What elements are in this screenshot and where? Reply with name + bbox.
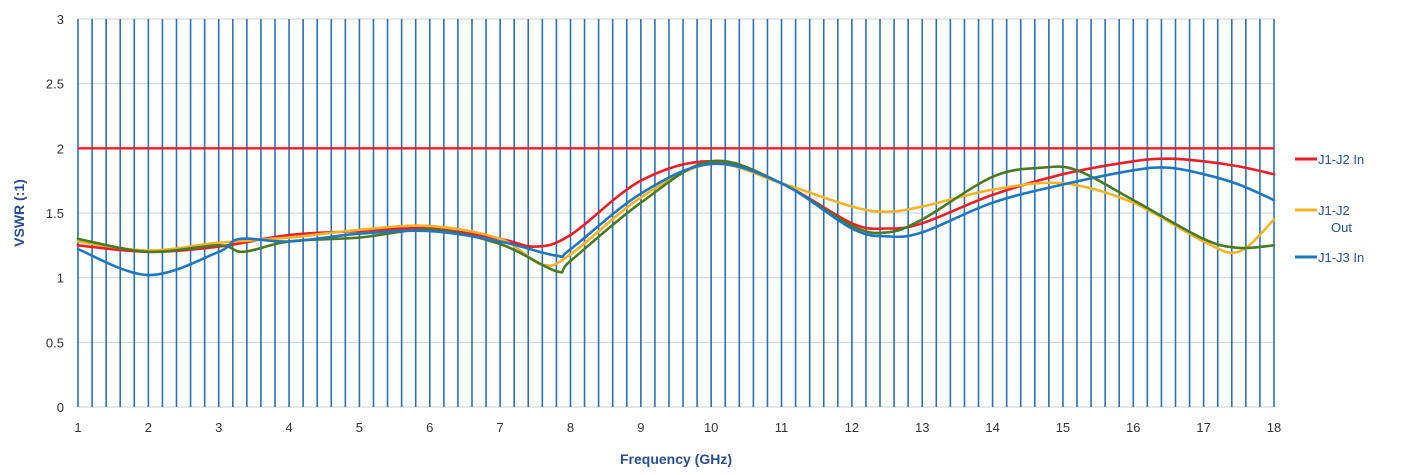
x-tick-16: 17 — [1196, 420, 1210, 435]
y-tick-labels: 0 0.5 1 1.5 2 2.5 3 — [46, 12, 64, 415]
x-tick-2: 3 — [215, 420, 222, 435]
x-tick-13: 14 — [985, 420, 999, 435]
x-tick-10: 11 — [775, 420, 789, 435]
x-tick-labels: 1 2 3 4 5 6 7 8 9 10 11 12 13 14 15 16 17 18 — [74, 420, 1281, 435]
x-tick-4: 5 — [356, 420, 363, 435]
legend-label-1-0: J1-J2 — [1318, 203, 1350, 218]
x-tick-17: 18 — [1267, 420, 1281, 435]
series-line-3 — [76, 162, 1276, 277]
legend: J1-J2 In J1-J2 Out J1-J3 In — [1295, 152, 1364, 265]
x-tick-1: 2 — [145, 420, 152, 435]
x-axis-title: Frequency (GHz) — [620, 451, 732, 467]
y-tick-2: 1 — [57, 271, 64, 286]
y-tick-4: 2 — [57, 141, 64, 156]
x-tick-7: 8 — [567, 420, 574, 435]
series-line-2 — [76, 159, 1276, 274]
x-tick-0: 1 — [74, 420, 81, 435]
x-tick-3: 4 — [285, 420, 292, 435]
legend-label-2-0: J1-J3 In — [1318, 250, 1364, 265]
vertical-gridlines — [77, 19, 1275, 407]
y-tick-6: 3 — [57, 12, 64, 27]
x-tick-6: 7 — [497, 420, 504, 435]
y-tick-3: 1.5 — [46, 206, 64, 221]
y-tick-1: 0.5 — [46, 335, 64, 350]
legend-label-0-0: J1-J2 In — [1318, 152, 1364, 167]
x-tick-9: 10 — [704, 420, 718, 435]
x-tick-15: 16 — [1126, 420, 1140, 435]
x-tick-14: 15 — [1056, 420, 1070, 435]
y-tick-0: 0 — [57, 400, 64, 415]
legend-label-1-1: Out — [1331, 220, 1352, 235]
horizontal-gridlines — [78, 18, 1274, 408]
y-tick-5: 2.5 — [46, 77, 64, 92]
x-tick-11: 12 — [845, 420, 859, 435]
y-axis-title: VSWR (:1) — [11, 179, 27, 247]
series-lines — [76, 157, 1276, 277]
x-tick-5: 6 — [426, 420, 433, 435]
x-tick-8: 9 — [637, 420, 644, 435]
x-tick-12: 13 — [915, 420, 929, 435]
